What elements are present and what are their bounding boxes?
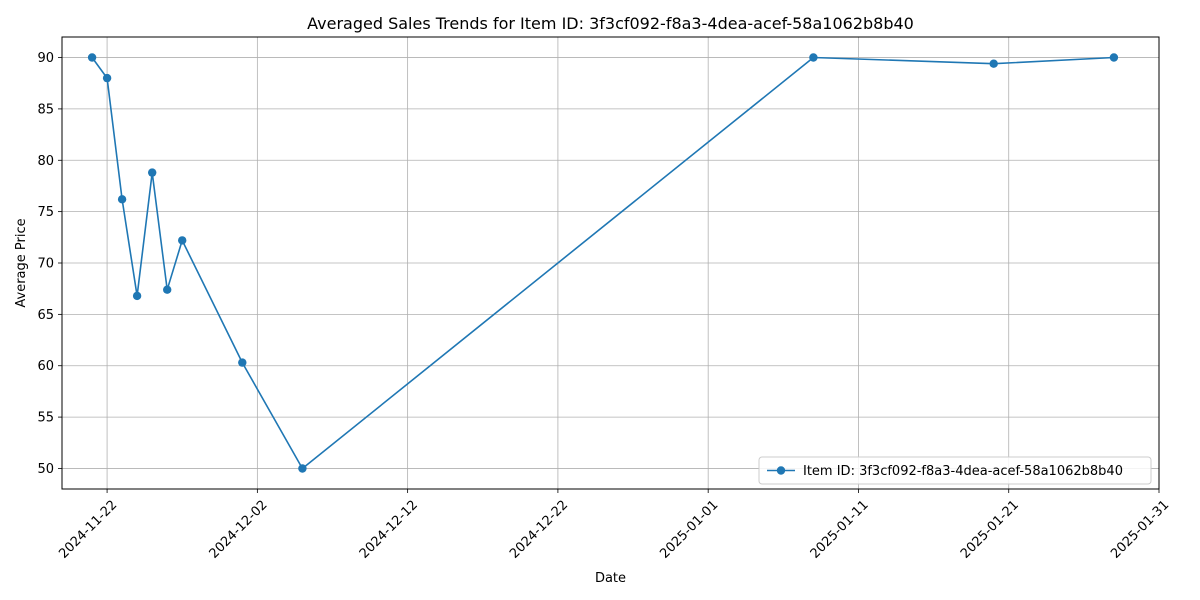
data-point [102,73,112,83]
y-tick-label: 70 [37,257,54,272]
series-line [91,56,1114,470]
data-point [148,168,157,177]
data-point [178,236,187,245]
data-point [132,291,142,301]
y-tick-label: 55 [37,411,54,426]
legend-label: Item ID: 3f3cf092-f8a3-4dea-acef-58a1062… [803,464,1123,479]
chart-title: Averaged Sales Trends for Item ID: 3f3cf… [307,14,914,33]
data-point [809,53,818,62]
data-point [87,53,97,62]
legend-marker [776,466,786,475]
data-point [298,464,307,473]
y-tick-label: 60 [37,359,54,374]
series-layer [87,53,1119,473]
data-point [989,59,998,68]
y-tick-label: 80 [37,154,54,169]
x-axis-label: Date [595,571,626,586]
y-axis-label: Average Price [14,218,29,307]
y-tick-label: 65 [37,308,54,323]
data-point [238,358,247,367]
legend-box [758,456,1152,485]
data-point [163,285,172,294]
data-point [1109,53,1119,62]
y-tick-label: 90 [37,51,54,66]
y-tick-label: 75 [37,205,54,220]
legend: Item ID: 3f3cf092-f8a3-4dea-acef-58a1062… [758,456,1152,485]
y-tick-label: 50 [37,462,54,477]
data-point [117,195,127,204]
y-tick-label: 85 [37,102,54,117]
